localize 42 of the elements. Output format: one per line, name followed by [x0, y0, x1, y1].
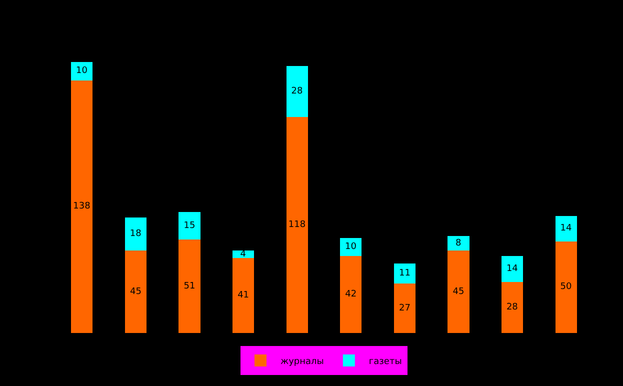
bar [232, 250, 254, 258]
bar [340, 256, 362, 333]
data-label: 11 [398, 268, 410, 279]
bar [286, 117, 308, 333]
data-label: 10 [76, 66, 88, 76]
bar [178, 240, 200, 333]
data-label: 45 [130, 286, 142, 297]
data-label: 10 [345, 242, 357, 252]
bar [286, 66, 308, 117]
bar [71, 62, 93, 80]
data-label: 14 [560, 224, 572, 234]
data-label: 28 [506, 302, 518, 312]
bar [340, 238, 362, 256]
data-label: 51 [184, 281, 196, 292]
data-label: 45 [452, 286, 464, 297]
bar [124, 218, 146, 251]
legend-label: журналы [280, 356, 324, 367]
bar [502, 256, 524, 282]
bar [71, 80, 93, 333]
data-label: 14 [506, 264, 518, 274]
data-label: 41 [238, 290, 250, 300]
bar [124, 250, 146, 333]
bar [502, 282, 524, 333]
bar [555, 216, 577, 242]
bar [394, 263, 416, 284]
data-label: 28 [291, 86, 303, 96]
data-label: 118 [288, 220, 306, 230]
data-label: 27 [398, 303, 410, 314]
data-label: 42 [345, 290, 357, 300]
data-label: 8 [456, 238, 462, 248]
data-label: 138 [73, 202, 91, 212]
legend-label: газеты [368, 356, 402, 367]
bar [178, 212, 200, 240]
bar [555, 241, 577, 333]
bar [448, 236, 470, 251]
data-label: 18 [130, 229, 142, 240]
data-label: 50 [560, 282, 572, 292]
data-label: 4 [240, 249, 246, 260]
bar [448, 250, 470, 333]
bar [394, 284, 416, 333]
data-label: 15 [184, 220, 196, 231]
bar [232, 258, 254, 333]
